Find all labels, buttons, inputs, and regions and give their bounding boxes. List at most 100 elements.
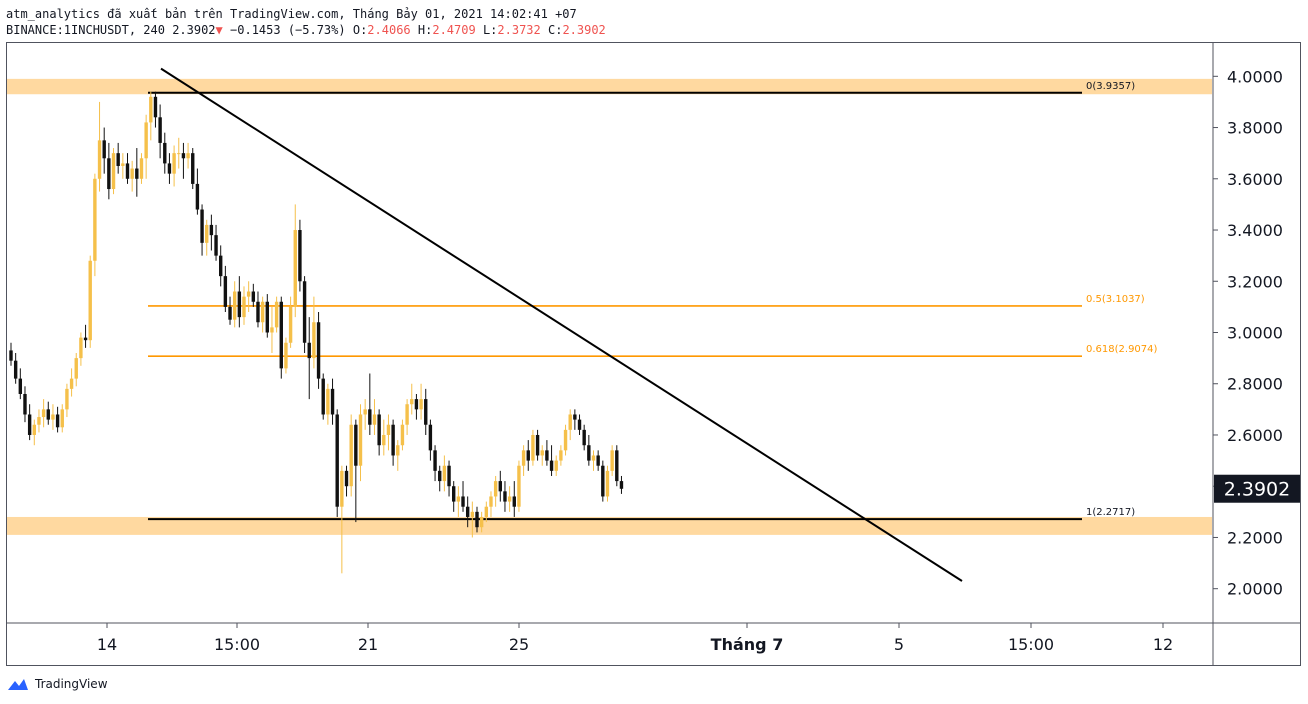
trendline[interactable] bbox=[160, 67, 963, 582]
candle[interactable] bbox=[167, 153, 172, 184]
candle[interactable] bbox=[18, 368, 23, 400]
candle[interactable] bbox=[102, 127, 106, 174]
candle[interactable] bbox=[419, 383, 423, 420]
candle[interactable] bbox=[470, 501, 475, 538]
candle[interactable] bbox=[428, 419, 433, 461]
candle[interactable] bbox=[545, 440, 549, 466]
candle[interactable] bbox=[591, 450, 596, 471]
candle[interactable] bbox=[125, 153, 130, 184]
candle[interactable] bbox=[46, 401, 50, 425]
candle[interactable] bbox=[442, 455, 447, 492]
candle[interactable] bbox=[424, 388, 428, 435]
candle[interactable] bbox=[302, 276, 307, 353]
candle[interactable] bbox=[321, 373, 325, 420]
candle[interactable] bbox=[526, 440, 530, 471]
candle[interactable] bbox=[577, 414, 582, 435]
candle[interactable] bbox=[330, 378, 335, 425]
candle[interactable] bbox=[372, 399, 377, 435]
candle[interactable] bbox=[307, 317, 311, 400]
candle[interactable] bbox=[177, 137, 181, 169]
candle[interactable] bbox=[563, 424, 568, 456]
candle[interactable] bbox=[200, 204, 204, 256]
candle[interactable] bbox=[354, 419, 358, 523]
candle[interactable] bbox=[587, 434, 591, 466]
candle[interactable] bbox=[65, 383, 69, 418]
candle[interactable] bbox=[326, 383, 330, 425]
candle[interactable] bbox=[475, 506, 479, 533]
candle[interactable] bbox=[223, 265, 228, 313]
candle[interactable] bbox=[386, 414, 391, 451]
candle[interactable] bbox=[149, 91, 153, 141]
candle[interactable] bbox=[274, 296, 279, 333]
candle[interactable] bbox=[284, 337, 288, 374]
candle[interactable] bbox=[205, 219, 209, 256]
candle[interactable] bbox=[246, 281, 251, 313]
candle[interactable] bbox=[601, 460, 605, 502]
candle[interactable] bbox=[135, 148, 139, 197]
candle[interactable] bbox=[377, 409, 381, 456]
candle[interactable] bbox=[279, 296, 283, 379]
candle[interactable] bbox=[270, 306, 274, 353]
candle[interactable] bbox=[391, 419, 395, 466]
candle[interactable] bbox=[615, 445, 619, 487]
candle[interactable] bbox=[531, 429, 535, 466]
candle[interactable] bbox=[256, 291, 260, 328]
candle[interactable] bbox=[396, 440, 400, 471]
support-resistance-zone[interactable] bbox=[7, 516, 1212, 535]
candle[interactable] bbox=[41, 399, 46, 428]
candle[interactable] bbox=[116, 142, 120, 174]
candle[interactable] bbox=[79, 332, 83, 366]
candle[interactable] bbox=[51, 404, 55, 430]
candle[interactable] bbox=[121, 153, 125, 179]
candle[interactable] bbox=[349, 414, 353, 497]
chart-frame[interactable] bbox=[6, 42, 1301, 666]
candle[interactable] bbox=[139, 153, 144, 184]
candle[interactable] bbox=[298, 219, 302, 292]
candle[interactable] bbox=[228, 296, 232, 325]
candle[interactable] bbox=[582, 424, 586, 451]
candle[interactable] bbox=[316, 312, 321, 389]
candle[interactable] bbox=[535, 429, 540, 461]
candle[interactable] bbox=[410, 383, 414, 415]
candle[interactable] bbox=[158, 104, 162, 159]
candle[interactable] bbox=[405, 399, 409, 435]
candle[interactable] bbox=[493, 475, 498, 507]
candle[interactable] bbox=[605, 465, 610, 502]
candle[interactable] bbox=[293, 204, 297, 318]
candle[interactable] bbox=[521, 445, 526, 476]
candle[interactable] bbox=[209, 214, 214, 251]
candle[interactable] bbox=[452, 481, 456, 512]
candle[interactable] bbox=[195, 168, 200, 215]
support-resistance-zone[interactable] bbox=[7, 78, 1212, 95]
candle[interactable] bbox=[83, 324, 88, 348]
candle[interactable] bbox=[596, 450, 600, 471]
symbol-name[interactable]: BINANCE:1INCHUSDT, 240 bbox=[6, 23, 165, 37]
candle[interactable] bbox=[172, 145, 176, 187]
candle[interactable] bbox=[55, 406, 60, 433]
candle[interactable] bbox=[27, 404, 32, 441]
candle[interactable] bbox=[186, 142, 190, 169]
candle[interactable] bbox=[358, 404, 363, 482]
candle[interactable] bbox=[232, 281, 237, 328]
candle[interactable] bbox=[549, 445, 554, 476]
candle[interactable] bbox=[130, 160, 134, 192]
candle[interactable] bbox=[107, 142, 111, 200]
candle[interactable] bbox=[479, 511, 484, 533]
candle[interactable] bbox=[69, 368, 74, 397]
candle[interactable] bbox=[433, 445, 437, 482]
candle[interactable] bbox=[93, 173, 97, 277]
candle[interactable] bbox=[554, 455, 558, 476]
candle[interactable] bbox=[503, 481, 507, 512]
candle[interactable] bbox=[37, 409, 41, 433]
candle[interactable] bbox=[456, 486, 461, 517]
candle[interactable] bbox=[144, 114, 148, 179]
candle[interactable] bbox=[619, 475, 624, 494]
candle[interactable] bbox=[610, 445, 614, 476]
candle[interactable] bbox=[447, 460, 451, 497]
candle[interactable] bbox=[13, 352, 18, 384]
candle[interactable] bbox=[540, 445, 544, 466]
candle[interactable] bbox=[191, 148, 195, 190]
candle[interactable] bbox=[74, 352, 78, 387]
candle[interactable] bbox=[363, 399, 367, 430]
